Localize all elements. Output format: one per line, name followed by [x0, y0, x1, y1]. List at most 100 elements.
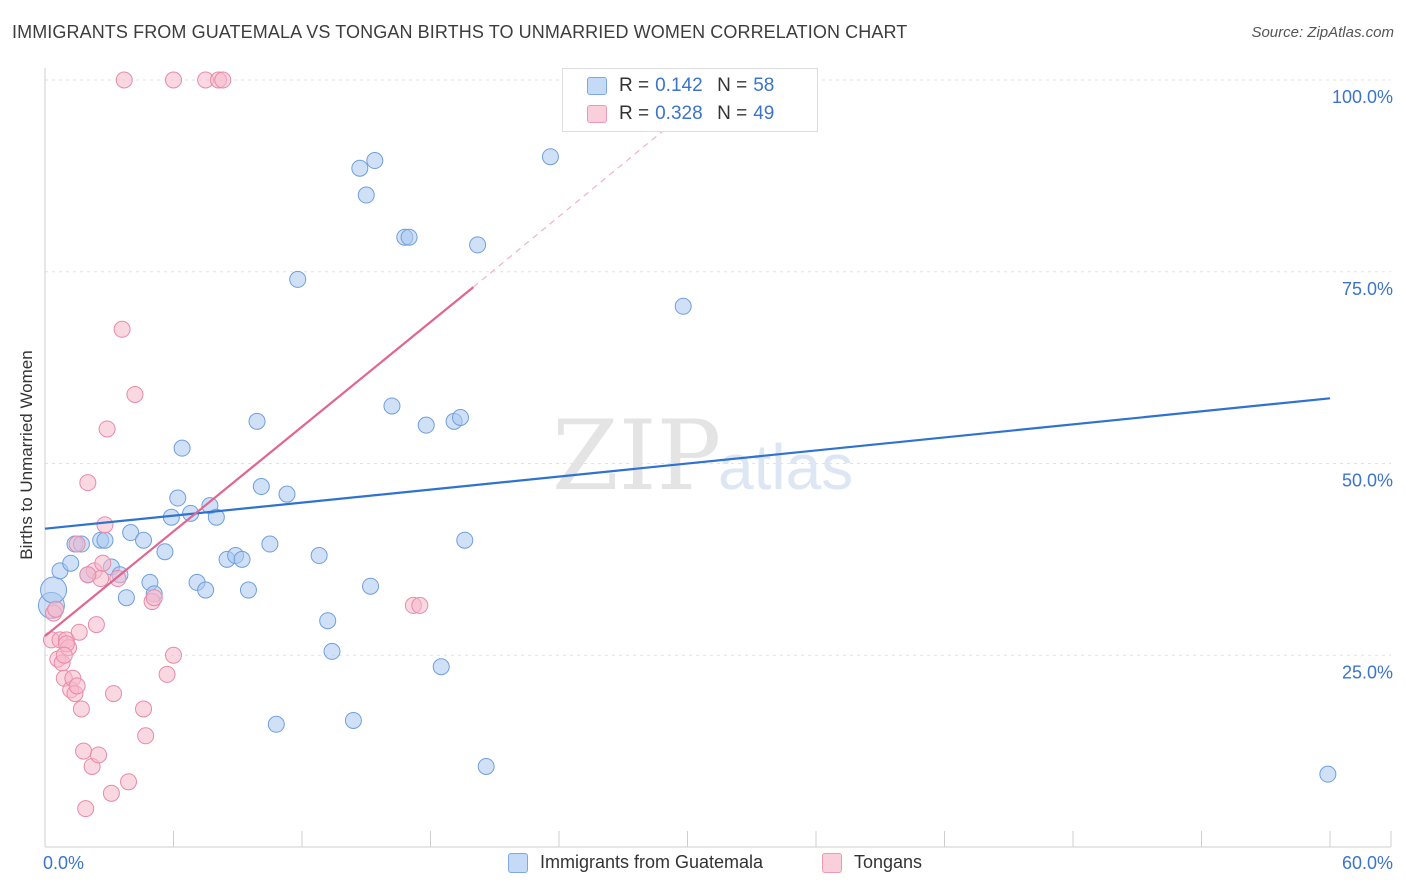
point-tongan — [75, 742, 93, 760]
legend-n-value: 49 — [753, 103, 775, 124]
point-tongan — [120, 773, 138, 791]
bottom-legend-swatch-tongans — [822, 852, 842, 873]
point-tongan — [115, 71, 133, 89]
point-guatemala — [289, 270, 307, 288]
point-guatemala — [1319, 765, 1337, 783]
point-guatemala — [351, 159, 369, 177]
point-tongan — [70, 623, 88, 641]
point-tongan — [113, 320, 131, 338]
point-guatemala — [239, 581, 257, 599]
point-guatemala — [541, 148, 559, 166]
point-tongan — [158, 665, 176, 683]
point-tongan — [72, 700, 90, 718]
point-guatemala — [122, 524, 140, 542]
point-guatemala — [417, 416, 435, 434]
bottom-legend-guatemala[interactable]: Immigrants from Guatemala — [508, 852, 763, 873]
point-guatemala — [62, 554, 80, 572]
legend-row-tongans: R = 0.328 N = 49 — [587, 101, 815, 127]
legend-n-value: 58 — [753, 75, 775, 96]
point-tongan — [47, 600, 65, 618]
point-guatemala — [456, 531, 474, 549]
bottom-legend-tongans[interactable]: Tongans — [822, 852, 922, 873]
point-tongan — [90, 746, 108, 764]
point-guatemala — [357, 186, 375, 204]
point-tongan — [126, 385, 144, 403]
point-guatemala — [261, 535, 279, 553]
point-guatemala — [319, 612, 337, 630]
point-tongan — [68, 677, 86, 695]
point-tongan — [79, 566, 97, 584]
point-tongan — [214, 71, 232, 89]
point-tongan — [105, 685, 123, 703]
point-tongan — [77, 800, 95, 818]
point-guatemala — [248, 412, 266, 430]
trend-line-tongans — [44, 286, 475, 637]
watermark-atlas: atlas — [718, 431, 854, 503]
bottom-legend-label-tongans: Tongans — [854, 852, 923, 872]
point-guatemala — [477, 757, 495, 775]
x-tick-label-max: 60.0% — [1342, 853, 1393, 873]
point-guatemala — [135, 531, 153, 549]
point-guatemala — [278, 485, 296, 503]
bottom-legend-swatch-guatemala — [508, 852, 528, 873]
point-guatemala — [40, 576, 68, 604]
point-tongan — [135, 700, 153, 718]
point-guatemala — [156, 543, 174, 561]
x-tick-label-min: 0.0% — [43, 853, 84, 873]
point-guatemala — [197, 581, 215, 599]
point-guatemala — [362, 577, 380, 595]
point-guatemala — [173, 439, 191, 457]
trend-layer — [44, 110, 1331, 637]
point-guatemala — [310, 547, 328, 565]
point-guatemala — [117, 589, 135, 607]
point-tongan — [137, 727, 155, 745]
watermark-zip: ZIP — [552, 400, 722, 512]
y-tick-label: 25.0% — [1342, 662, 1393, 682]
trend-line-tongans-extension — [472, 110, 688, 288]
legend-r-label: R = — [619, 103, 650, 124]
source-label: Source: ZipAtlas.com — [1251, 24, 1394, 41]
points-layer — [37, 71, 1337, 818]
point-guatemala — [674, 297, 692, 315]
point-guatemala — [169, 489, 187, 507]
legend-swatch-tongans — [587, 105, 607, 123]
point-guatemala — [344, 711, 362, 729]
point-guatemala — [233, 550, 251, 568]
point-guatemala — [451, 408, 469, 426]
chart-title: IMMIGRANTS FROM GUATEMALA VS TONGAN BIRT… — [12, 22, 908, 42]
legend-swatch-guatemala — [587, 77, 607, 95]
legend-row-guatemala: R = 0.142 N = 58 — [587, 73, 815, 99]
bottom-legend-label-guatemala: Immigrants from Guatemala — [540, 852, 764, 872]
point-guatemala — [469, 236, 487, 254]
point-tongan — [55, 646, 73, 664]
point-tongan — [96, 516, 114, 534]
legend-r-label: R = — [619, 75, 650, 96]
point-tongan — [79, 474, 97, 492]
correlation-legend: R = 0.142 N = 58 R = 0.328 N = 49 — [562, 68, 818, 132]
point-tongan — [94, 554, 112, 572]
point-guatemala — [432, 658, 450, 676]
point-guatemala — [383, 397, 401, 415]
point-guatemala — [252, 478, 270, 496]
y-tick-label: 100.0% — [1332, 87, 1393, 107]
point-guatemala — [323, 642, 341, 660]
point-tongan — [411, 596, 429, 614]
legend-r-value: 0.142 — [655, 75, 703, 96]
point-tongan — [145, 589, 163, 607]
point-guatemala — [366, 152, 384, 170]
tick-labels: 25.0% 50.0% 75.0% 100.0% 0.0% 60.0% — [43, 87, 1393, 873]
trend-line-guatemala — [44, 397, 1331, 530]
point-tongan — [87, 616, 105, 634]
axis-layer — [44, 68, 1392, 848]
point-tongan — [68, 535, 86, 553]
grid-layer — [45, 79, 1391, 656]
y-axis-label: Births to Unmarried Women — [17, 350, 36, 560]
point-tongan — [165, 646, 182, 664]
legend-r-value: 0.328 — [655, 103, 703, 124]
point-guatemala — [207, 508, 225, 526]
point-guatemala — [267, 715, 285, 733]
point-tongan — [98, 420, 116, 438]
legend-n-label: N = — [717, 75, 748, 96]
legend-n-label: N = — [717, 103, 748, 124]
